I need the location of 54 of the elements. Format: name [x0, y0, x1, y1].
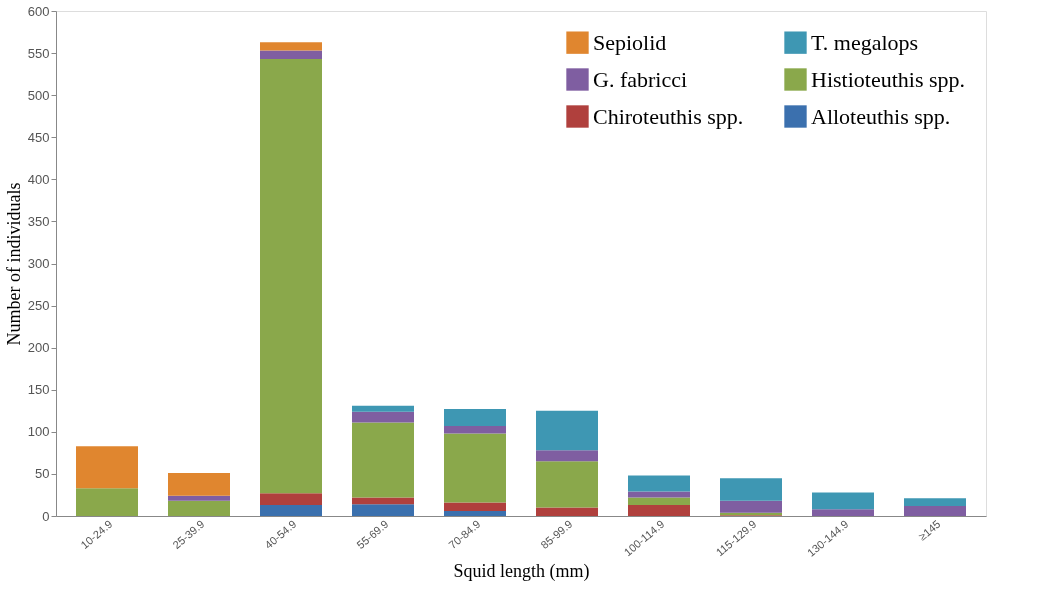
y-tick-label: 250 [27, 298, 50, 314]
legend-label: Alloteuthis spp. [811, 103, 951, 129]
y-tick-label: 350 [27, 213, 50, 229]
legend-label: Histioteuthis spp. [811, 66, 966, 92]
bar [168, 495, 230, 501]
legend-label: Sepiolid [593, 29, 667, 55]
y-tick-label: 100 [27, 424, 50, 440]
y-tick-label: 600 [27, 3, 50, 19]
bar [444, 425, 506, 434]
bar [628, 497, 690, 506]
bar [76, 488, 138, 516]
bar [536, 410, 598, 451]
bar [260, 493, 322, 506]
x-axis-title: Squid length (mm) [453, 560, 590, 582]
bar [536, 507, 598, 516]
bar [536, 461, 598, 508]
y-axis-title: Number of individuals [3, 182, 24, 346]
bar [812, 492, 874, 510]
bar [352, 497, 414, 505]
bar [260, 58, 322, 494]
y-tick-label: 450 [27, 129, 50, 145]
bar [444, 502, 506, 511]
y-tick-label: 50 [35, 466, 50, 482]
bar [904, 505, 966, 516]
bar [536, 450, 598, 462]
bar [444, 409, 506, 426]
bar [720, 478, 782, 501]
bar [168, 473, 230, 496]
legend-label: Chiroteuthis spp. [593, 103, 744, 129]
bar [444, 510, 506, 516]
y-tick-label: 400 [27, 171, 50, 187]
bar [260, 50, 322, 59]
y-tick-label: 550 [27, 45, 50, 61]
bar [352, 504, 414, 516]
bar [352, 422, 414, 498]
bar [352, 405, 414, 412]
bar [76, 446, 138, 489]
bar [720, 500, 782, 513]
bar [628, 505, 690, 516]
y-tick-label: 200 [27, 340, 50, 356]
y-tick-label: 500 [27, 87, 50, 103]
bar [260, 42, 322, 51]
bar [628, 475, 690, 492]
bar [260, 505, 322, 516]
y-tick-label: 300 [27, 256, 50, 271]
y-tick-label: 0 [42, 508, 50, 524]
legend-label: G. fabricci [593, 66, 688, 92]
legend-label: T. megalops [811, 29, 919, 55]
bar [904, 498, 966, 506]
bar [352, 411, 414, 423]
bar [812, 509, 874, 516]
bar [168, 500, 230, 516]
y-tick-label: 150 [27, 382, 50, 398]
bar [444, 433, 506, 503]
